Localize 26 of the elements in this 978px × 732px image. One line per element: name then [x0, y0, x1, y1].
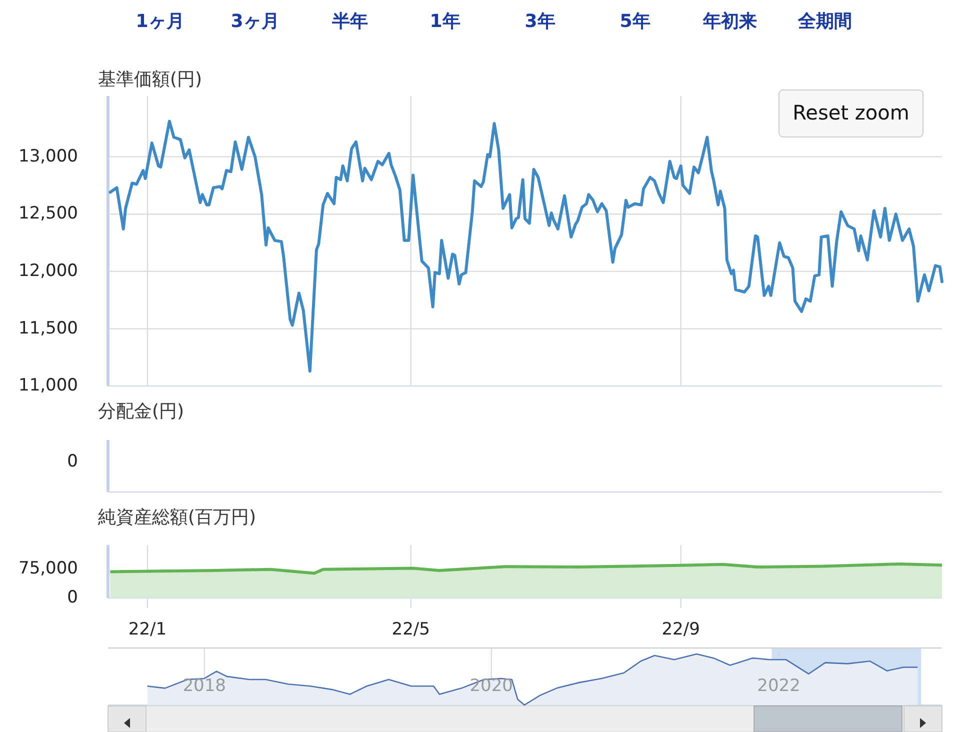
annotation: Reset zoom: [792, 100, 910, 124]
x-tick-label: 22/9: [662, 620, 700, 640]
y-tick-label: 13,000: [18, 146, 78, 166]
y-tick-label: 75,000: [18, 558, 78, 579]
y-axis-title: 純資産総額(百万円): [98, 506, 256, 528]
line-series: [108, 120, 944, 373]
text: 分配金(円): [98, 400, 184, 422]
text: 年初来: [702, 10, 757, 32]
y-tick-label: 11,500: [18, 318, 78, 338]
x-tick-label: 22/1: [128, 620, 167, 640]
x-tick-label: 2022: [757, 676, 800, 696]
y-tick-label: 12,500: [18, 204, 78, 224]
y-tick-label: 0: [67, 588, 78, 608]
text: 3ヶ月: [230, 10, 280, 32]
y-axis-title: 基準価額(円): [98, 68, 202, 90]
x-tick-label: 2018: [182, 676, 226, 696]
text: 3年: [524, 10, 556, 32]
x-tick-label: 22/5: [392, 620, 430, 640]
y-tick-label: 12,000: [18, 261, 78, 282]
text: 1年: [430, 10, 460, 32]
x-tick-label: 2020: [470, 676, 514, 696]
y-tick-label: 11,000: [18, 376, 78, 396]
text: 1ヶ月: [136, 10, 184, 32]
text: 5年: [620, 10, 650, 32]
text: 半年: [331, 10, 368, 32]
text: 全期間: [797, 10, 852, 32]
